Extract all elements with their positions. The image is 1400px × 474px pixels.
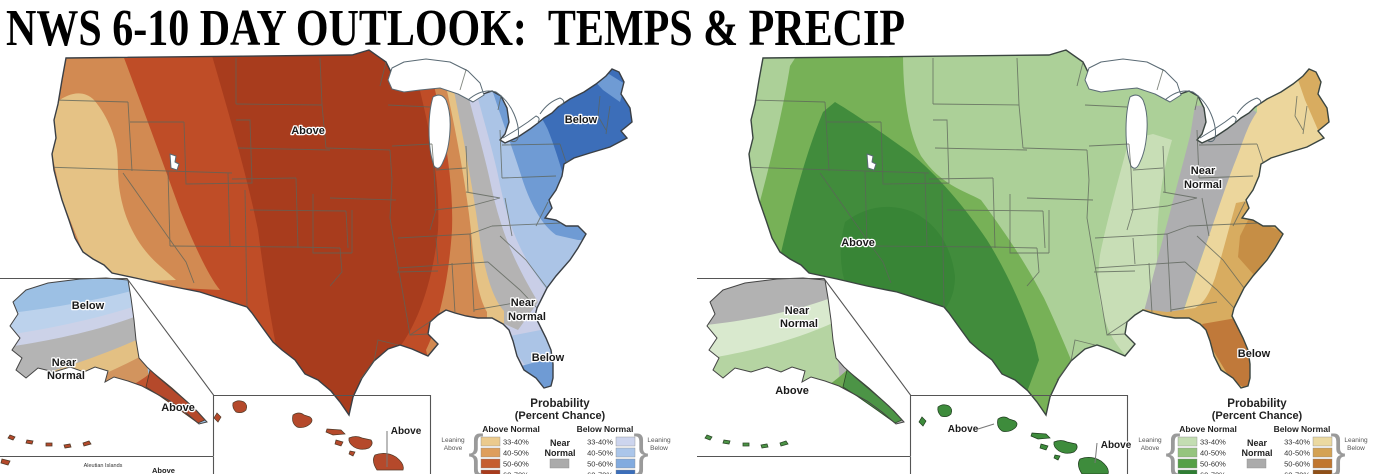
- svg-text:Normal: Normal: [780, 318, 818, 330]
- svg-text:NWS 6-10 DAY OUTLOOK: TEMPS &: NWS 6-10 DAY OUTLOOK: TEMPS & PRECIP: [6, 0, 905, 57]
- svg-text:60-70%: 60-70%: [503, 471, 529, 474]
- svg-text:40-50%: 40-50%: [503, 449, 529, 458]
- svg-text:Below: Below: [650, 445, 668, 452]
- svg-text:50-60%: 50-60%: [503, 460, 529, 469]
- svg-text:40-50%: 40-50%: [1200, 449, 1226, 458]
- svg-text:}: }: [633, 425, 648, 474]
- svg-text:50-60%: 50-60%: [1284, 460, 1310, 469]
- svg-text:Above Normal: Above Normal: [1179, 424, 1237, 434]
- svg-text:Below Normal: Below Normal: [1274, 424, 1331, 434]
- svg-text:40-50%: 40-50%: [1284, 449, 1310, 458]
- svg-text:{: {: [1165, 425, 1180, 474]
- svg-text:Near: Near: [511, 297, 536, 309]
- svg-text:Above Normal: Above Normal: [482, 424, 540, 434]
- svg-text:Normal: Normal: [1241, 448, 1272, 458]
- svg-text:60-70%: 60-70%: [587, 471, 613, 474]
- svg-text:33-40%: 33-40%: [587, 438, 613, 447]
- svg-text:Above: Above: [775, 385, 809, 397]
- svg-text:50-60%: 50-60%: [587, 460, 613, 469]
- svg-text:Normal: Normal: [544, 448, 575, 458]
- svg-text:Near: Near: [550, 438, 571, 448]
- svg-text:Near: Near: [1247, 438, 1268, 448]
- svg-text:Below: Below: [1238, 348, 1271, 360]
- svg-text:Above: Above: [1141, 445, 1160, 452]
- svg-text:Below: Below: [565, 114, 598, 126]
- svg-text:60-70%: 60-70%: [1284, 471, 1310, 474]
- svg-text:33-40%: 33-40%: [503, 438, 529, 447]
- svg-text:Leaning: Leaning: [647, 437, 671, 444]
- svg-text:Above: Above: [444, 445, 463, 452]
- svg-text:Above: Above: [161, 402, 195, 414]
- svg-text:Normal: Normal: [508, 311, 546, 323]
- svg-text:Near: Near: [785, 305, 810, 317]
- svg-text:Above: Above: [1101, 440, 1132, 451]
- svg-text:(Percent Chance): (Percent Chance): [1212, 410, 1303, 422]
- svg-text:Probability: Probability: [530, 398, 590, 410]
- svg-text:Normal: Normal: [47, 370, 85, 382]
- svg-text:Below: Below: [1347, 445, 1365, 452]
- svg-text:Above: Above: [391, 426, 422, 437]
- svg-text:33-40%: 33-40%: [1200, 438, 1226, 447]
- svg-text:Leaning: Leaning: [1138, 437, 1162, 444]
- svg-text:Above: Above: [948, 424, 979, 435]
- svg-text:Probability: Probability: [1227, 398, 1287, 410]
- svg-text:Below Normal: Below Normal: [577, 424, 634, 434]
- svg-text:{: {: [468, 425, 483, 474]
- svg-text:}: }: [1330, 425, 1345, 474]
- svg-text:60-70%: 60-70%: [1200, 471, 1226, 474]
- svg-text:Aleutian Islands: Aleutian Islands: [84, 463, 123, 469]
- svg-text:50-60%: 50-60%: [1200, 460, 1226, 469]
- svg-text:Near: Near: [1191, 165, 1216, 177]
- svg-text:(Percent Chance): (Percent Chance): [515, 410, 606, 422]
- svg-text:Below: Below: [72, 300, 105, 312]
- svg-text:Below: Below: [532, 352, 565, 364]
- svg-text:Above: Above: [152, 466, 175, 474]
- svg-text:Near: Near: [52, 357, 77, 369]
- svg-text:40-50%: 40-50%: [587, 449, 613, 458]
- svg-text:Above: Above: [841, 237, 875, 249]
- svg-text:33-40%: 33-40%: [1284, 438, 1310, 447]
- svg-text:Normal: Normal: [1184, 179, 1222, 191]
- svg-text:Leaning: Leaning: [441, 437, 465, 444]
- svg-text:Leaning: Leaning: [1344, 437, 1368, 444]
- svg-text:Above: Above: [291, 125, 325, 137]
